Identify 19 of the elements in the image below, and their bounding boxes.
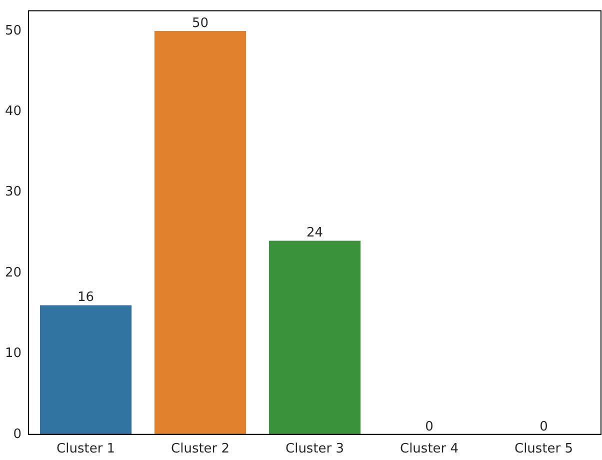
y-tick-label: 30	[4, 184, 22, 200]
data-label: 0	[540, 419, 548, 434]
bar	[268, 240, 361, 434]
y-tick-label: 50	[4, 23, 22, 38]
x-tick-label: Cluster 1	[56, 442, 116, 457]
y-tick-label: 40	[4, 104, 22, 120]
y-tick-label: 0	[13, 426, 22, 442]
data-label: 0	[425, 419, 434, 434]
y-tick-label: 10	[4, 346, 22, 362]
x-tick-label: Cluster 3	[286, 442, 344, 457]
y-tick-label: 20	[4, 265, 22, 280]
data-label: 50	[192, 16, 209, 31]
bar	[154, 30, 246, 434]
x-tick-label: Cluster 5	[514, 442, 574, 457]
x-tick-label: Cluster 2	[171, 442, 230, 457]
data-label: 24	[306, 226, 324, 241]
x-tick-label: Cluster 4	[400, 442, 459, 457]
bar	[40, 305, 132, 434]
data-label: 16	[78, 290, 94, 306]
